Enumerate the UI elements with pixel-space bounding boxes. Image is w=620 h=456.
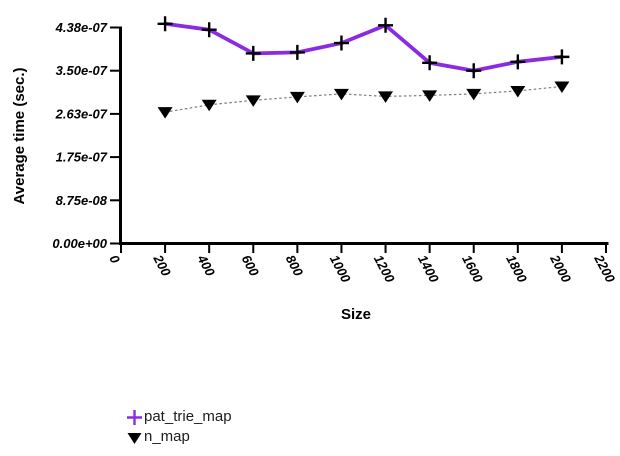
y-tick-label: 4.38e-07 (55, 20, 108, 35)
triangle-down-marker (378, 91, 394, 103)
triangle-down-marker (466, 88, 482, 101)
x-tick-label: 400 (194, 251, 218, 279)
triangle-down-marker (245, 95, 261, 107)
legend: pat_trie_map n_map (126, 407, 232, 447)
x-tick-label: 1800 (503, 252, 530, 285)
y-tick-label: 0.00e+00 (52, 236, 107, 251)
y-tick-label: 8.75e-08 (56, 193, 108, 208)
x-tick-label: 2000 (547, 251, 575, 285)
triangle-marker-glyph (127, 432, 142, 444)
x-tick-label: 1000 (327, 252, 354, 285)
legend-label-n-map: n_map (144, 428, 190, 445)
y-tick-label: 2.63e-07 (55, 106, 108, 121)
x-tick-label: 800 (283, 252, 307, 279)
plus-marker-glyph (127, 409, 142, 425)
series-layer (157, 16, 570, 119)
plus-marker (510, 54, 526, 70)
series-line-n_map (165, 85, 562, 113)
legend-label-pat-trie-map: pat_trie_map (144, 408, 232, 425)
x-tick-label: 1200 (371, 252, 398, 285)
x-tick-label: 600 (239, 252, 263, 279)
plus-marker (466, 63, 482, 79)
triangle-down-marker-icon (127, 432, 142, 444)
x-axis-title: Size (341, 306, 371, 323)
plus-marker (157, 16, 173, 32)
x-tick-label: 2200 (591, 251, 619, 285)
plus-marker (201, 22, 217, 38)
series-line-pat_trie_map (164, 21, 563, 73)
plus-marker (245, 45, 261, 61)
y-tick-label: 3.50e-07 (56, 63, 108, 78)
plus-marker (289, 44, 305, 60)
x-tick-label: 0 (106, 252, 123, 266)
plus-marker (333, 35, 349, 51)
x-tick-label: 1400 (415, 252, 442, 285)
plus-marker-icon (127, 409, 142, 425)
triangle-down-marker (157, 107, 173, 119)
plus-marker (422, 55, 438, 71)
y-axis-title: Average time (sec.) (11, 67, 28, 204)
triangle-down-marker (333, 88, 349, 101)
legend-item-n-map: n_map (126, 427, 232, 447)
triangle-down-marker (510, 85, 526, 98)
plus-marker (378, 17, 394, 33)
triangle-down-marker (201, 99, 217, 112)
legend-item-pat-trie-map: pat_trie_map (126, 407, 232, 427)
x-tick-label: 200 (150, 251, 174, 279)
triangle-down-marker (554, 81, 570, 93)
plus-marker (554, 49, 570, 65)
y-tick-label: 1.75e-07 (56, 150, 108, 165)
triangle-down-marker (422, 90, 438, 102)
x-tick-label: 1600 (459, 252, 486, 285)
triangle-down-marker (289, 91, 305, 104)
